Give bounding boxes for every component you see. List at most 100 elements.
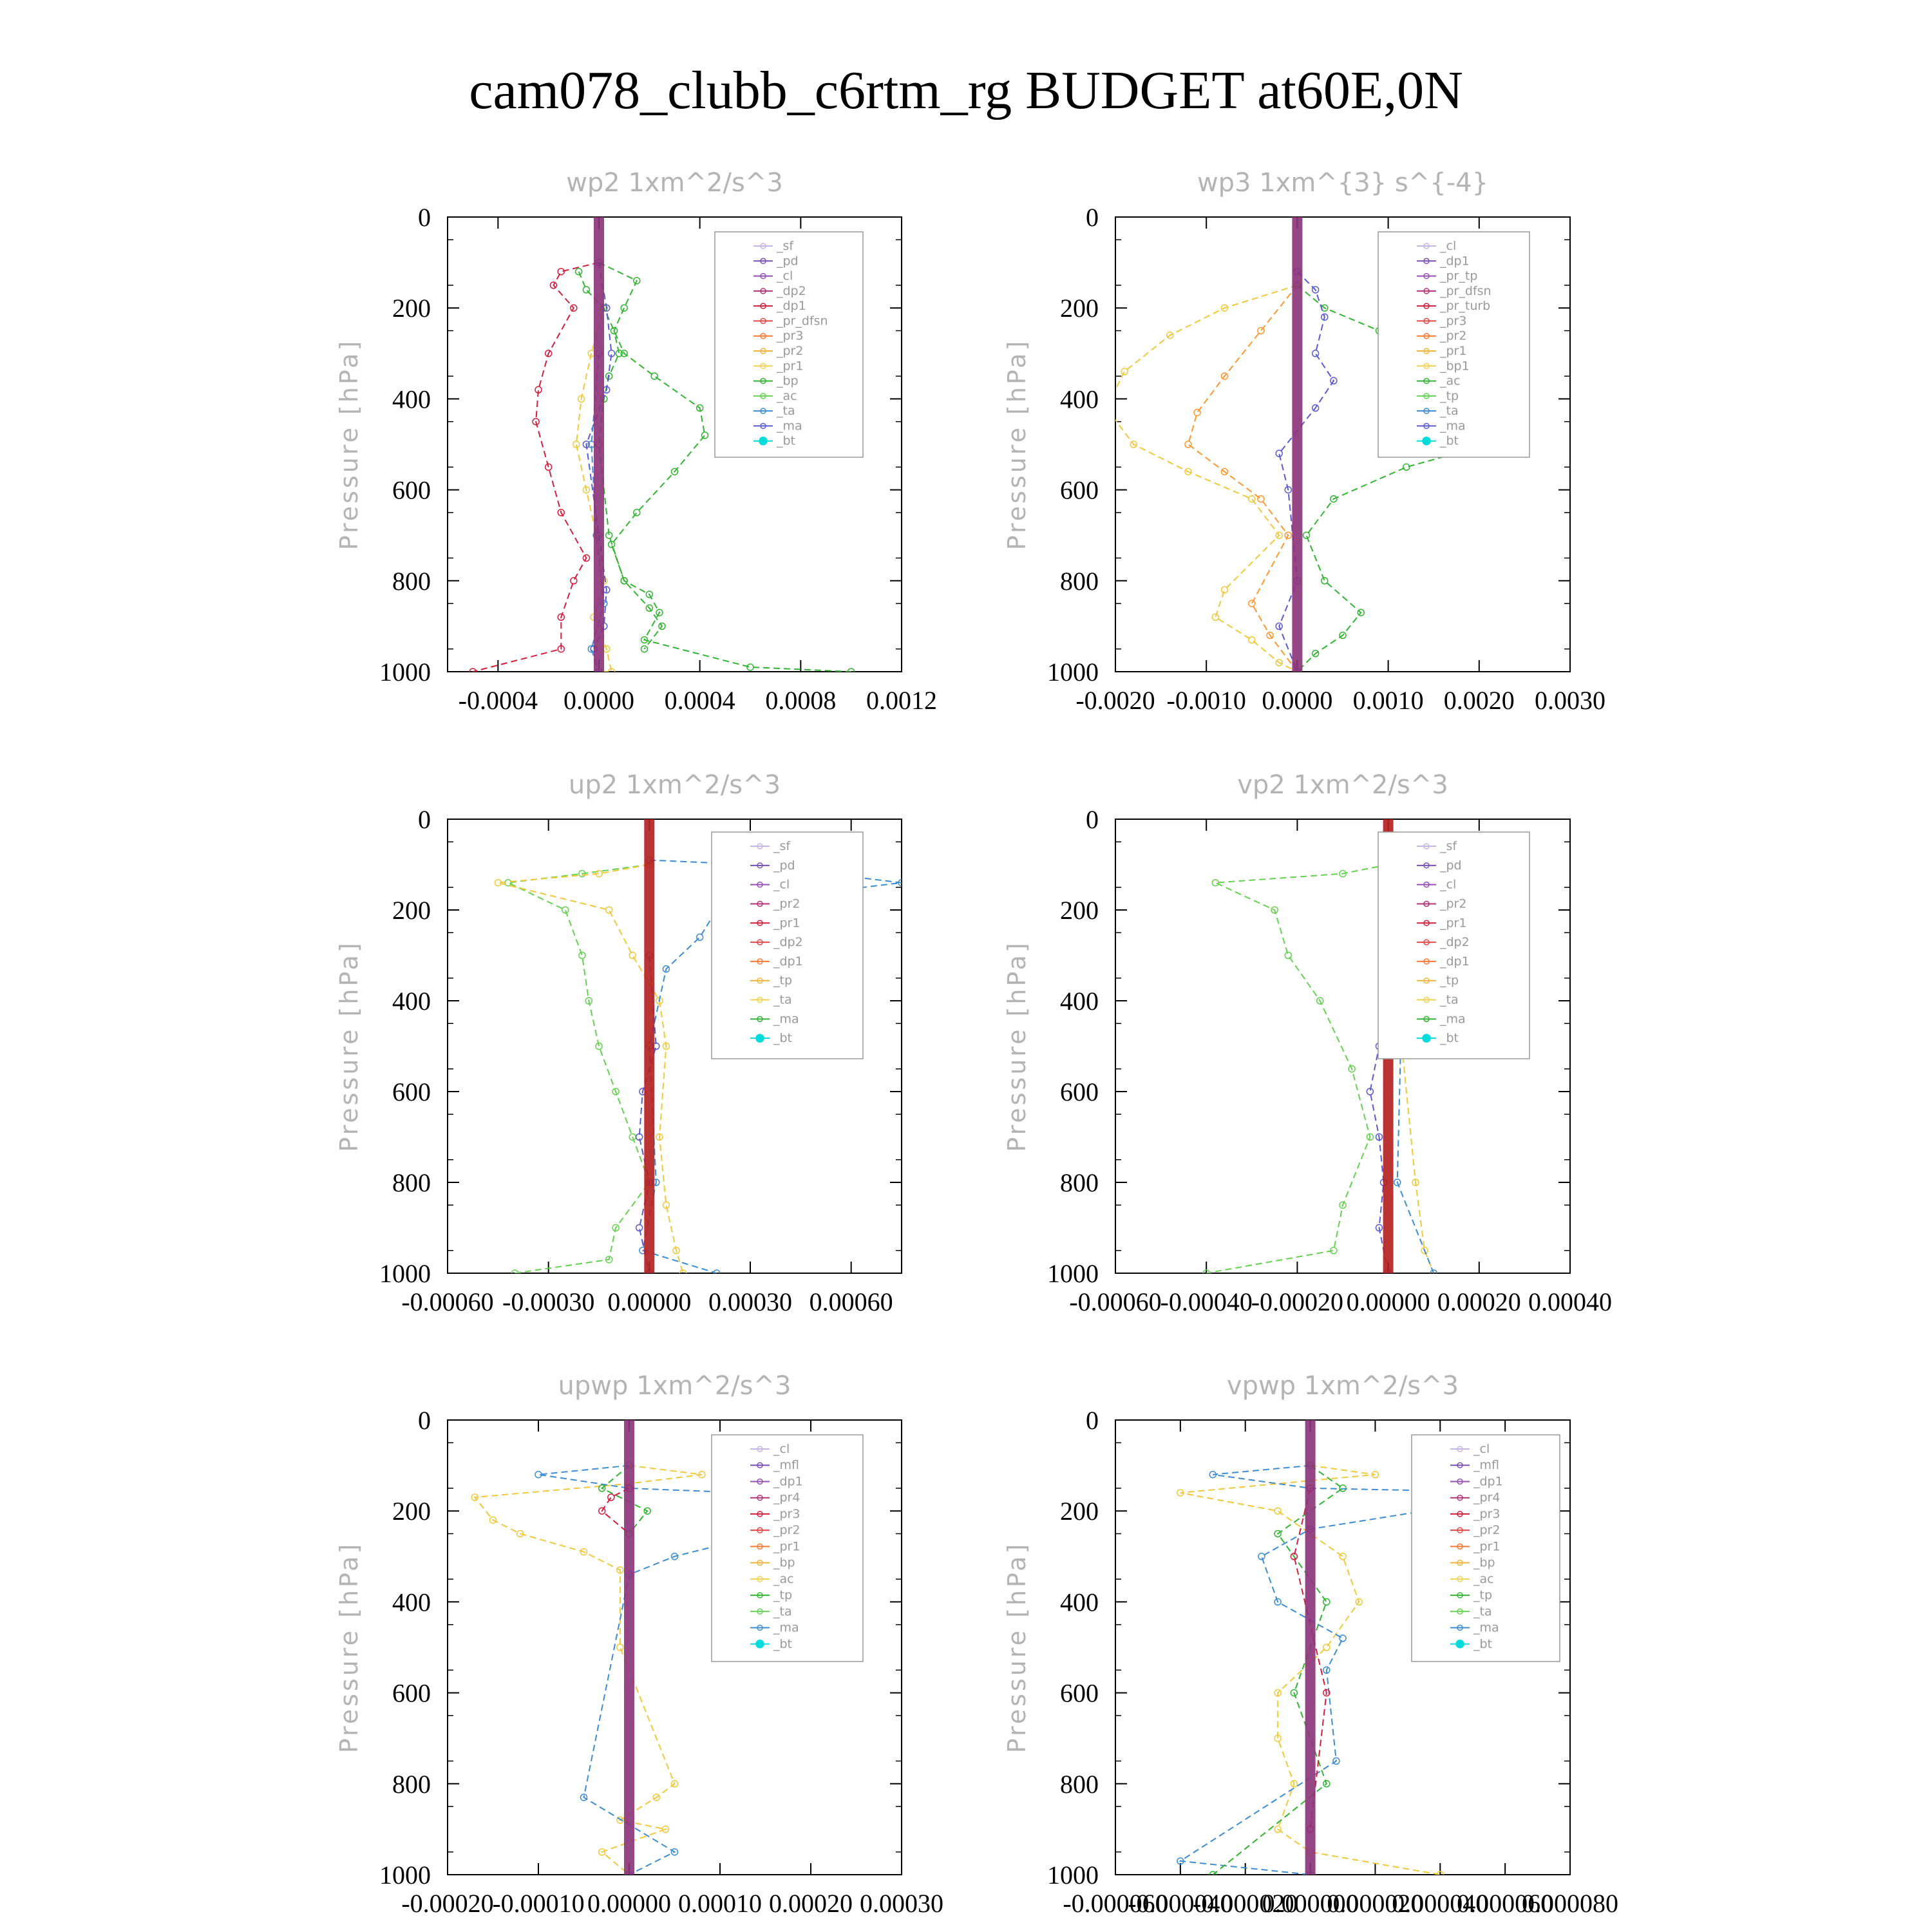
y-tick-label: 800 xyxy=(1060,1168,1099,1197)
x-tick-label: 0.0010 xyxy=(1353,686,1424,715)
data-point xyxy=(1316,997,1324,1005)
y-tick-label: 800 xyxy=(392,567,431,596)
legend-marker xyxy=(757,1016,763,1023)
legend-label: _dp2 xyxy=(773,935,803,949)
legend-label: _bt xyxy=(1473,1637,1492,1651)
x-tick-label: -0.0004 xyxy=(459,686,538,715)
data-point xyxy=(1403,463,1410,471)
legend-label: _pr2 xyxy=(1439,896,1466,911)
page-title: cam078_clubb_c6rtm_rg BUDGET at60E,0N xyxy=(469,61,1463,120)
legend-label: _ma xyxy=(1439,419,1466,433)
y-axis-label: Pressure [hPa] xyxy=(1003,1542,1031,1754)
series-line-_pr1 xyxy=(1115,284,1298,672)
data-point xyxy=(1323,1689,1331,1697)
data-point xyxy=(670,1848,679,1856)
series-group xyxy=(1177,1420,1542,1875)
y-axis-label: Pressure [hPa] xyxy=(335,1542,363,1754)
data-point xyxy=(612,1088,620,1095)
x-tick-label: 0.00020 xyxy=(769,1889,853,1918)
legend-label: _dp1 xyxy=(773,954,803,969)
y-tick-label: 0 xyxy=(1086,203,1099,232)
data-point xyxy=(582,486,591,494)
x-tick-label: 0.0004 xyxy=(665,686,735,715)
data-point xyxy=(1284,951,1293,960)
y-tick-label: 400 xyxy=(1060,1587,1099,1616)
legend-marker xyxy=(1423,958,1430,965)
legend-label: _pd xyxy=(773,858,795,873)
data-point xyxy=(578,869,586,878)
data-point xyxy=(1330,377,1338,384)
legend-marker xyxy=(1457,1576,1463,1582)
data-point xyxy=(1177,1489,1184,1497)
data-point xyxy=(1290,1780,1298,1788)
legend-box xyxy=(711,1434,864,1662)
y-tick-label: 0 xyxy=(418,1406,431,1435)
legend-marker xyxy=(1423,377,1430,384)
legend-box xyxy=(714,231,864,458)
data-point xyxy=(1323,1643,1331,1651)
data-point xyxy=(643,1507,651,1515)
data-point xyxy=(650,372,658,380)
plot-frame xyxy=(447,1419,902,1875)
legend-marker xyxy=(760,363,766,370)
series-line-_ta xyxy=(585,262,612,650)
series-line-_tp xyxy=(1278,270,1335,672)
plot-frame xyxy=(1115,216,1571,672)
legend-marker xyxy=(1457,1494,1463,1501)
legend-marker xyxy=(757,1478,763,1485)
legend-label: _pr1 xyxy=(1439,344,1466,358)
data-point xyxy=(570,304,578,312)
data-point xyxy=(1290,1553,1298,1560)
legend-marker xyxy=(760,272,766,279)
data-point xyxy=(1321,313,1329,321)
legend-label: _dp2 xyxy=(776,284,806,298)
legend-marker xyxy=(1423,332,1430,339)
legend-marker xyxy=(760,332,766,339)
data-point xyxy=(1220,468,1229,476)
data-point xyxy=(670,468,679,476)
legend-label: _bp xyxy=(773,1556,795,1570)
y-tick-label: 1000 xyxy=(379,1861,431,1889)
data-point xyxy=(1220,372,1229,380)
data-point xyxy=(1323,1780,1331,1788)
data-point xyxy=(1274,1689,1282,1697)
legend-marker xyxy=(760,317,766,325)
panel-vpwp: vpwp 1xm^2/s^3 Pressure [hPa] 0 200 400 600 80… xyxy=(1003,1371,1618,1918)
data-point xyxy=(612,1224,620,1232)
data-point xyxy=(1290,1689,1298,1697)
data-point xyxy=(652,1794,661,1801)
panel-wp2: wp2 1xm^2/s^3 Pressure [hPa] 0 200 400 600 800… xyxy=(335,168,937,715)
data-point xyxy=(1348,1065,1356,1073)
data-point xyxy=(1302,531,1311,539)
data-point xyxy=(1274,1825,1282,1833)
legend-marker xyxy=(1423,977,1430,984)
data-point xyxy=(1257,327,1265,335)
data-point xyxy=(494,878,502,887)
data-point xyxy=(1332,1757,1340,1765)
y-tick-label: 200 xyxy=(1060,1497,1099,1526)
data-point xyxy=(1311,404,1320,412)
panel-wp3: wp3 1xm^{3} s^{-4} Pressure [hPa] 0 200 400 6… xyxy=(1003,168,1605,715)
legend-label: _pr3 xyxy=(1439,314,1466,328)
data-point xyxy=(1421,1247,1428,1255)
data-point xyxy=(1371,1470,1379,1479)
x-tick-label: 0.0008 xyxy=(765,686,836,715)
panel-vp2: vp2 1xm^2/s^3 Pressure [hPa] 0 200 400 600 800… xyxy=(1003,770,1612,1316)
legend-marker xyxy=(760,408,766,414)
x-tick-label: 0.00000 xyxy=(1347,1287,1430,1316)
data-point xyxy=(898,878,902,887)
legend-label: _ac xyxy=(773,1572,794,1586)
series-line-_dp1 xyxy=(506,864,650,1273)
legend-label: _tp xyxy=(773,1588,792,1602)
series-line-_dp1 xyxy=(1206,864,1388,1273)
data-point xyxy=(847,668,855,672)
panel-title: wp3 1xm^{3} s^{-4} xyxy=(1197,168,1488,198)
data-point xyxy=(662,1201,670,1209)
data-point xyxy=(670,1780,679,1788)
data-point xyxy=(598,1507,606,1515)
data-point xyxy=(489,1516,497,1524)
data-point xyxy=(1375,1133,1383,1141)
legend-marker xyxy=(1457,1446,1463,1452)
legend-marker xyxy=(757,996,763,1003)
